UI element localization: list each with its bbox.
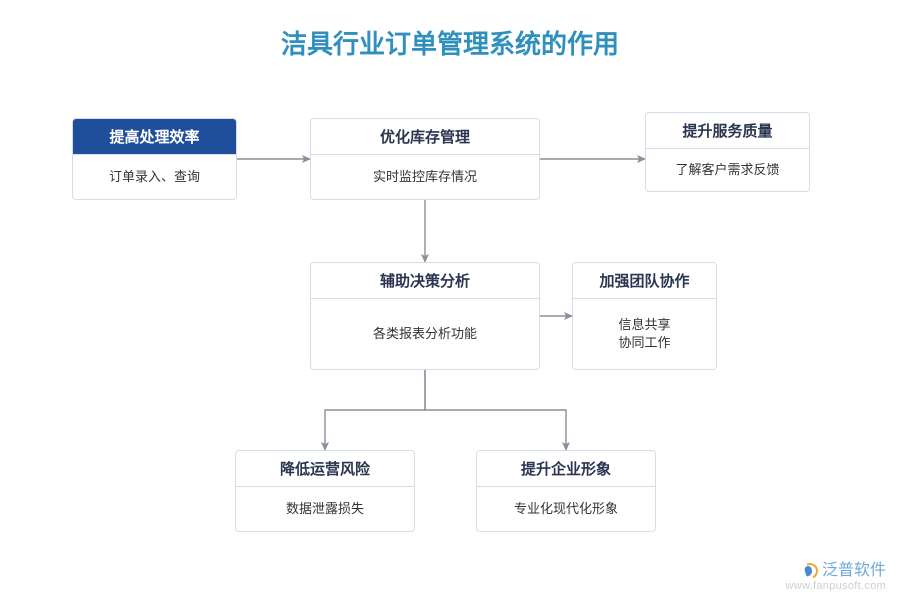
node-n6: 降低运营风险数据泄露损失: [235, 450, 415, 532]
node-body: 了解客户需求反馈: [646, 149, 809, 191]
node-body: 各类报表分析功能: [311, 299, 539, 369]
node-body: 信息共享协同工作: [573, 299, 716, 369]
node-header: 提升企业形象: [477, 451, 655, 487]
node-n5: 加强团队协作信息共享协同工作: [572, 262, 717, 370]
node-header: 优化库存管理: [311, 119, 539, 155]
node-header: 降低运营风险: [236, 451, 414, 487]
diagram-title: 洁具行业订单管理系统的作用: [0, 24, 900, 61]
node-n3: 提升服务质量了解客户需求反馈: [645, 112, 810, 192]
node-body: 实时监控库存情况: [311, 155, 539, 199]
node-body: 订单录入、查询: [73, 155, 236, 199]
edge: [425, 370, 566, 450]
node-n7: 提升企业形象专业化现代化形象: [476, 450, 656, 532]
node-header: 提升服务质量: [646, 113, 809, 149]
edge: [325, 370, 425, 450]
footer-brand-name: 泛普软件: [822, 562, 886, 580]
footer-brand: 泛普软件 www.fanpusoft.com: [786, 562, 886, 592]
node-body: 数据泄露损失: [236, 487, 414, 531]
logo-icon: [802, 563, 818, 579]
node-body: 专业化现代化形象: [477, 487, 655, 531]
footer-brand-url: www.fanpusoft.com: [786, 580, 886, 592]
node-header: 提高处理效率: [73, 119, 236, 155]
node-n4: 辅助决策分析各类报表分析功能: [310, 262, 540, 370]
node-n1: 提高处理效率订单录入、查询: [72, 118, 237, 200]
node-header: 辅助决策分析: [311, 263, 539, 299]
node-header: 加强团队协作: [573, 263, 716, 299]
node-n2: 优化库存管理实时监控库存情况: [310, 118, 540, 200]
